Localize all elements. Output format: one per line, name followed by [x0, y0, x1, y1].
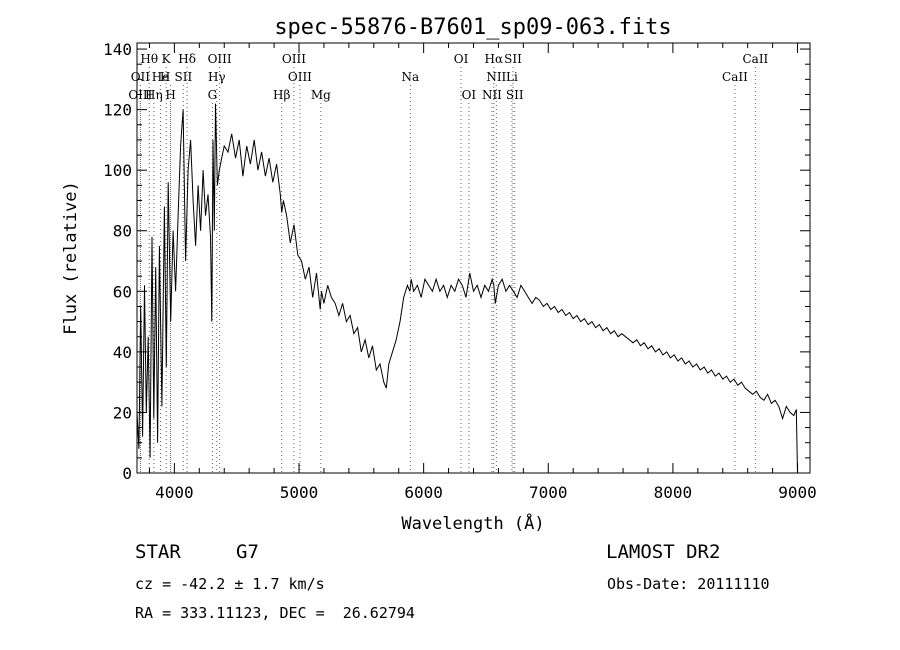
- redshift-velocity: cz = -42.2 ± 1.7 km/s: [135, 575, 325, 593]
- x-axis: 4000 5000 6000 7000 8000 9000: [148, 43, 817, 502]
- chart-title: spec-55876-B7601_sp09-063.fits: [274, 15, 671, 40]
- spectral-line-label: He: [152, 70, 170, 84]
- spectral-line-label: G: [208, 88, 218, 102]
- y-tick-label: 120: [103, 101, 132, 120]
- spectrum-line: [136, 103, 798, 474]
- spectral-line-label: Hθ: [140, 52, 158, 66]
- y-axis: 0 20 40 60 80 100 120 140: [103, 40, 810, 483]
- spectral-line-label: H: [160, 70, 170, 84]
- spectral-line-label: K: [162, 52, 172, 66]
- x-tick-label: 9000: [778, 483, 817, 502]
- spectral-line-label: CaII: [722, 70, 748, 84]
- spectral-line-label: CaII: [742, 52, 768, 66]
- spectral-line-label: H: [165, 88, 175, 102]
- spectral-line-label: Hη: [145, 88, 163, 102]
- spectral-line-label: NII: [482, 88, 502, 102]
- spectral-line-label: Mg: [311, 88, 331, 102]
- x-tick-label: 5000: [280, 483, 319, 502]
- spectral-line-label: Hγ: [208, 70, 226, 84]
- spectral-line-label: OIII: [288, 70, 312, 84]
- y-tick-label: 40: [113, 343, 132, 362]
- x-tick-label: 4000: [155, 483, 194, 502]
- x-tick-label: 8000: [654, 483, 693, 502]
- line-markers: [139, 67, 756, 473]
- y-tick-label: 0: [122, 464, 132, 483]
- x-tick-label: 6000: [404, 483, 443, 502]
- y-tick-label: 60: [113, 282, 132, 301]
- spectral-line-label: OI: [454, 52, 469, 66]
- observation-date: Obs-Date: 20111110: [607, 575, 770, 593]
- spectral-line-label: Hβ: [273, 88, 290, 102]
- spectral-line-label: Hα: [485, 52, 504, 66]
- object-subclass: G7: [236, 541, 259, 563]
- y-axis-label: Flux (relative): [61, 181, 81, 335]
- sky-coordinates: RA = 333.11123, DEC = 26.62794: [135, 604, 415, 622]
- x-tick-label: 7000: [529, 483, 568, 502]
- spectral-line-label: OIII: [282, 52, 306, 66]
- spectral-line-label: NII: [486, 70, 506, 84]
- spectral-line-label: OII: [131, 70, 151, 84]
- spectral-line-label: SII: [504, 52, 522, 66]
- y-tick-label: 100: [103, 161, 132, 180]
- y-tick-label: 140: [103, 40, 132, 59]
- spectral-line-label: OIII: [128, 88, 152, 102]
- x-axis-label: Wavelength (Å): [401, 512, 544, 534]
- y-tick-label: 80: [113, 222, 132, 241]
- spectral-line-label: SII: [506, 88, 524, 102]
- spectral-line-label: Li: [506, 70, 518, 84]
- spectral-line-label: Hδ: [178, 52, 196, 66]
- object-class: STAR: [135, 541, 181, 563]
- spectral-line-label: OIII: [208, 52, 232, 66]
- spectral-line-label: OI: [462, 88, 477, 102]
- spectral-line-label: Na: [401, 70, 419, 84]
- y-tick-label: 20: [113, 403, 132, 422]
- plot-frame: [136, 42, 811, 474]
- survey-name: LAMOST DR2: [606, 541, 721, 563]
- spectral-line-label: SII: [175, 70, 193, 84]
